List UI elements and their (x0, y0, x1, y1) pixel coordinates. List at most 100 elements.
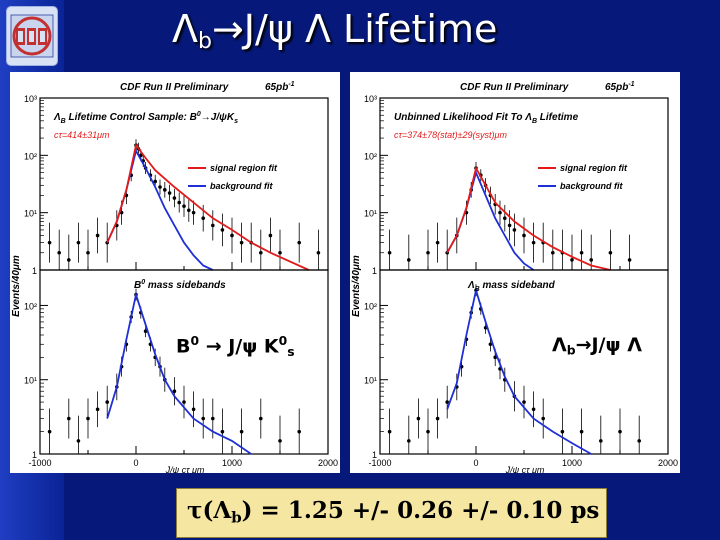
plot-frame-bottom (39, 269, 329, 455)
y-tick-label-top: 10³ (364, 94, 377, 104)
plot-frame-top (39, 97, 329, 271)
bottom-title-sup: 0 (141, 279, 145, 286)
cdf-logo-graphic (10, 14, 54, 58)
x-tick-label: 2000 (318, 458, 338, 468)
y-tick-label-top: 10¹ (364, 209, 377, 219)
y-tick-label-bottom: 10¹ (364, 376, 377, 386)
data-point (560, 429, 565, 434)
data-point (435, 240, 440, 245)
data-point (177, 200, 181, 205)
data-point (426, 429, 430, 434)
sideband-fit-curve (106, 291, 252, 455)
data-point (153, 179, 157, 184)
top-title-sub2: s (234, 118, 238, 125)
sideband-fit-curve (446, 286, 592, 455)
data-point (579, 429, 584, 434)
data-point (627, 258, 632, 262)
data-point (278, 250, 282, 255)
data-point (191, 210, 196, 215)
data-point (230, 233, 234, 238)
top-title-sup: 0 (197, 111, 201, 118)
y-tick-label-top: 1 (372, 266, 377, 276)
data-point (522, 400, 526, 404)
data-point (512, 228, 517, 232)
lumi-exponent: -1 (288, 81, 294, 88)
y-tick-label-bottom: 10² (24, 301, 37, 311)
lifetime-result-box: τ(Λb) = 1.25 +/- 0.26 +/- 0.10 ps (176, 488, 607, 538)
y-tick-label-bottom: 10¹ (24, 376, 37, 386)
data-point (599, 439, 603, 443)
y-tick-label-bottom: 1 (32, 450, 37, 460)
data-point (507, 223, 512, 228)
plot-header: CDF Run II Preliminary (460, 82, 569, 93)
data-point (435, 416, 440, 421)
data-point (211, 223, 215, 228)
data-point (503, 216, 507, 221)
data-point (158, 185, 162, 189)
data-point (570, 258, 574, 262)
ctau-result: cτ=414±31μm (54, 130, 110, 140)
data-point (531, 407, 536, 412)
x-tick-label: -1000 (28, 458, 51, 468)
bottom-plot-title: B0 mass sidebands (134, 279, 226, 291)
y-tick-label-top: 10¹ (24, 209, 37, 219)
x-tick-label: 1000 (222, 458, 242, 468)
legend-entry: signal region fit (560, 163, 628, 173)
data-point (201, 216, 205, 221)
top-title-rest: Lifetime (537, 112, 579, 123)
left-inset-label: B0 → J/ψ K0s (176, 334, 295, 360)
top-title-text: Unbinned Likelihood Fit To Λ (394, 112, 532, 123)
data-point (67, 258, 71, 262)
top-title-sub: B (532, 118, 537, 125)
y-tick-label-top: 10² (364, 151, 377, 161)
y-tick-label-top: 10² (24, 151, 37, 161)
title-lambda: Λ (172, 7, 198, 51)
data-point (637, 439, 641, 443)
x-tick-label: 0 (133, 458, 138, 468)
data-point (105, 400, 109, 404)
lumi-value: 65pb (265, 82, 288, 93)
data-point (618, 429, 622, 434)
bottom-plot-title: ΛB mass sideband (467, 280, 556, 293)
legend-entry: background fit (560, 181, 624, 191)
data-point (551, 250, 555, 255)
data-point (297, 240, 302, 245)
data-point (498, 210, 502, 215)
x-axis-label: J/ψ cτ μm (165, 465, 205, 473)
data-point (187, 208, 191, 213)
data-point (182, 400, 186, 404)
data-point (47, 429, 52, 434)
data-point (167, 191, 172, 195)
data-point (579, 250, 584, 255)
left-plot-panel: CDF Run II Preliminary 65pb-1 Events/40μm 1… (10, 72, 340, 473)
data-point (86, 416, 90, 421)
data-point (220, 429, 225, 434)
signal-fit-curve (106, 143, 310, 271)
top-title-end: →J/ψK (201, 112, 235, 123)
data-point (488, 342, 493, 347)
data-point (47, 240, 52, 245)
x-axis-label: J/ψ cτ μm (505, 465, 545, 473)
data-point (407, 258, 411, 262)
data-point (67, 416, 71, 421)
data-point (297, 429, 302, 434)
data-point (220, 228, 225, 232)
y-axis-label: Events/40μm (11, 255, 22, 317)
title-sub: b (198, 29, 212, 54)
y-tick-label-bottom: 10² (364, 301, 377, 311)
x-tick-label: 1000 (562, 458, 582, 468)
data-point (416, 416, 421, 421)
data-point (522, 233, 526, 238)
x-tick-label: 0 (473, 458, 478, 468)
top-plot-title: Unbinned Likelihood Fit To ΛB Lifetime (394, 112, 579, 125)
lumi-value: 65pb (605, 82, 628, 93)
data-point (426, 250, 430, 255)
data-point (76, 439, 81, 443)
cdf-logo (6, 6, 58, 66)
bottom-title-text: B (134, 280, 141, 291)
data-point (407, 439, 411, 443)
data-point (182, 204, 186, 208)
legend-entry: background fit (210, 181, 274, 191)
